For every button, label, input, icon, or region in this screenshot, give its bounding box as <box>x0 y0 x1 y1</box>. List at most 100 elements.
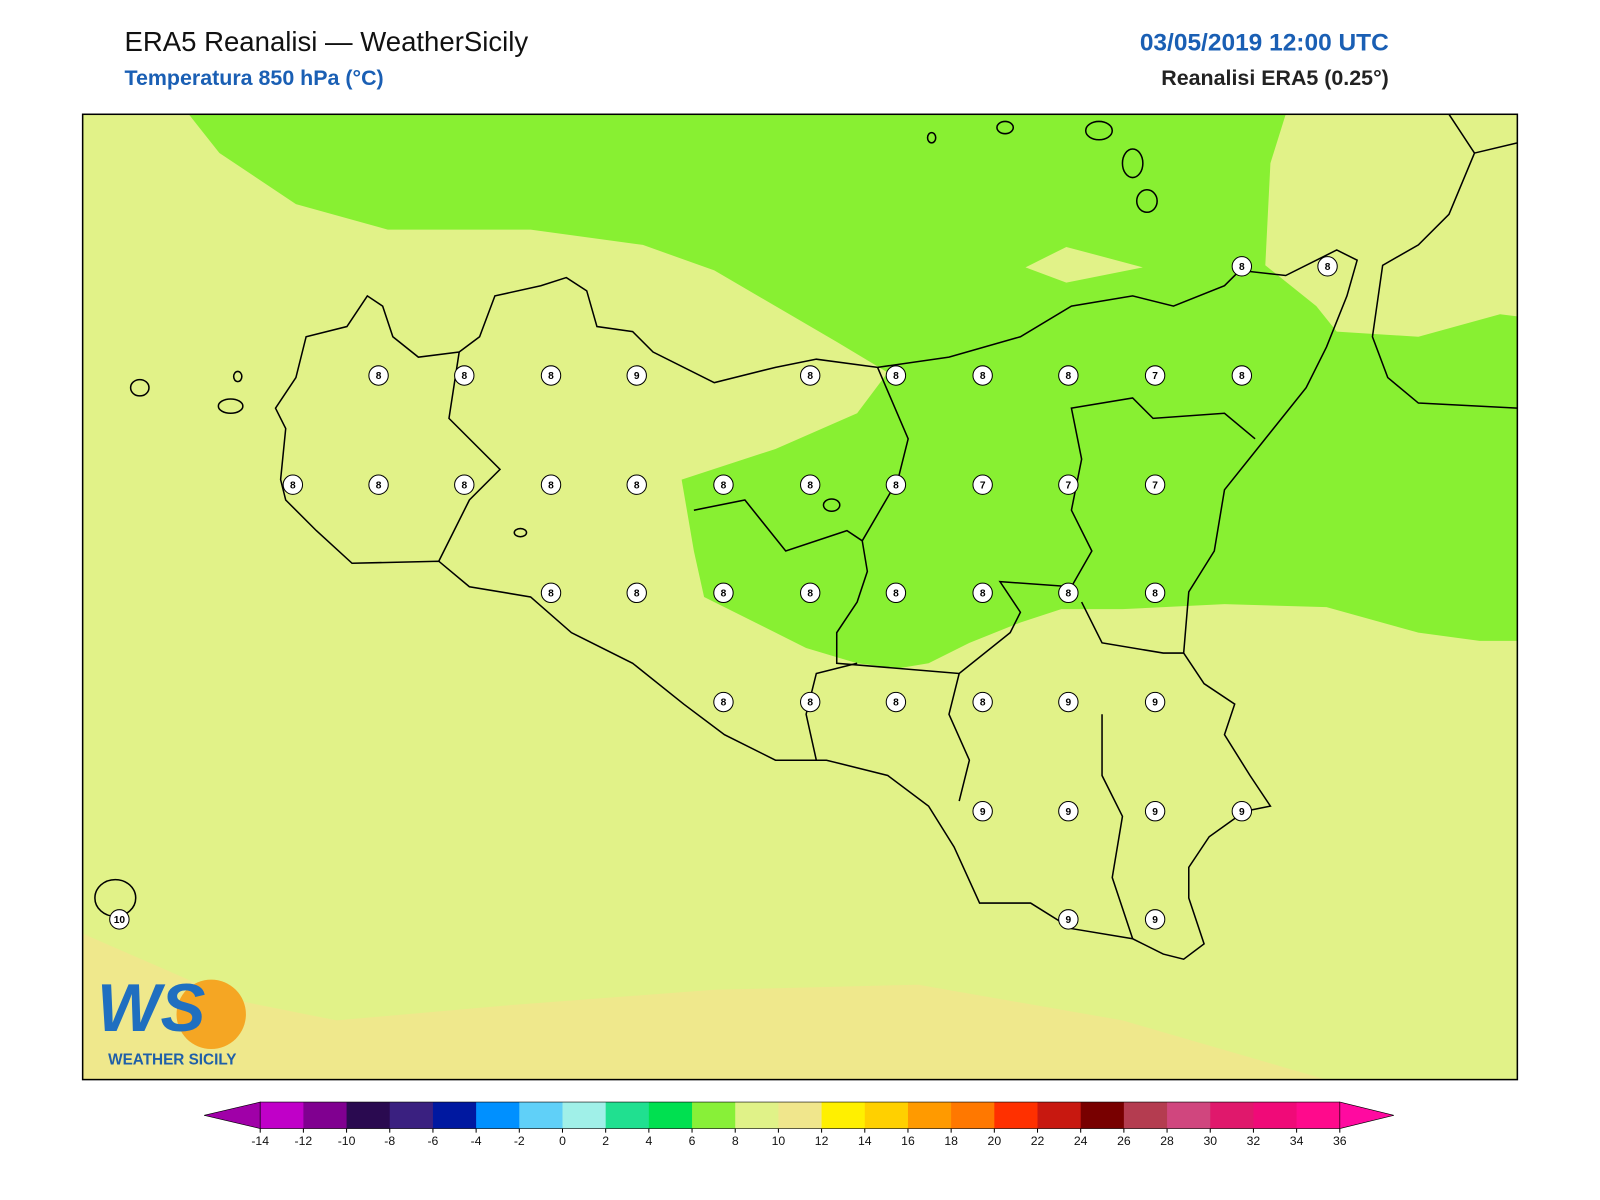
station-value: 8 <box>548 589 554 600</box>
colorbar-segment <box>1080 1102 1125 1129</box>
station-marker <box>1058 801 1079 822</box>
station-marker <box>454 365 475 386</box>
colorbar-tick-label: 4 <box>645 1134 652 1148</box>
station: 7 <box>972 474 993 495</box>
station-value: 9 <box>1152 698 1158 709</box>
station: 8 <box>885 582 907 604</box>
station: 8 <box>540 365 562 386</box>
station-marker <box>1144 365 1166 386</box>
colorbar-tick-label: -12 <box>295 1134 313 1148</box>
colorbar-tick-label: 2 <box>602 1134 609 1148</box>
station: 8 <box>282 474 304 495</box>
station-value: 8 <box>807 698 813 709</box>
colorbar-segment <box>1253 1102 1298 1129</box>
station: 8 <box>368 474 389 495</box>
station-value: 8 <box>807 589 813 600</box>
logo-name: WEATHER SICILY <box>108 1051 236 1068</box>
colorbar-tick-label: 16 <box>901 1134 915 1148</box>
station-marker <box>885 582 907 604</box>
colorbar-segment <box>432 1102 477 1129</box>
station: 8 <box>626 582 647 604</box>
station: 7 <box>1058 474 1079 495</box>
station-marker <box>540 474 562 495</box>
station: 8 <box>540 474 562 495</box>
station-marker <box>1144 691 1166 713</box>
station: 8 <box>972 582 993 604</box>
station-marker <box>1144 801 1166 822</box>
station: 8 <box>626 474 647 495</box>
colorbar-tick-label: 10 <box>772 1134 786 1148</box>
colorbar-tick-label: 18 <box>944 1134 958 1148</box>
station-marker <box>972 691 993 713</box>
station: 9 <box>1058 801 1079 822</box>
station: 8 <box>1058 582 1079 604</box>
station-value: 8 <box>893 371 899 382</box>
colorbar-segment <box>303 1102 348 1129</box>
station-marker <box>972 801 993 822</box>
station: 9 <box>1058 909 1079 930</box>
station-value: 8 <box>461 480 467 491</box>
colorbar-segment <box>951 1102 995 1129</box>
colorbar-segment <box>864 1102 909 1129</box>
colorbar-segment <box>346 1102 391 1129</box>
station-marker <box>972 582 993 604</box>
station-marker <box>1144 582 1166 604</box>
colorbar-segment <box>821 1102 866 1129</box>
station-marker <box>368 365 389 386</box>
station-marker <box>972 365 993 386</box>
station-value: 7 <box>1066 480 1072 491</box>
station-marker <box>800 582 821 604</box>
colorbar: -14 -12 -10 -8 -6 -4 -2 0 2 4 6 8 10 12 14 16 18 20 22 24 26… <box>204 1101 1394 1148</box>
station: 9 <box>1144 691 1166 713</box>
colorbar-tick-label: 20 <box>988 1134 1002 1148</box>
station-value: 8 <box>376 480 382 491</box>
station-marker <box>972 474 993 495</box>
station: 8 <box>1058 365 1079 386</box>
map: 8 8 8 8 8 9 8 8 8 8 7 8 8 8 8 8 8 8 8 8 7 7 7 8 8 8 8 8 8 8 8 8 8 8 8 9 9 9 9 9… <box>81 113 1519 1081</box>
station: 8 <box>1144 582 1166 604</box>
colorbar-segment <box>994 1102 1039 1129</box>
station-marker <box>1058 474 1079 495</box>
colorbar-tick-label: 28 <box>1160 1134 1174 1148</box>
station-marker <box>713 582 734 604</box>
station-value: 8 <box>376 371 382 382</box>
station-value: 7 <box>980 480 986 491</box>
station-marker <box>540 582 562 604</box>
station-marker <box>713 474 734 495</box>
colorbar-tick-label: 26 <box>1117 1134 1131 1148</box>
colorbar-segment <box>778 1102 823 1129</box>
station-value: 8 <box>980 371 986 382</box>
field-region <box>1025 246 1143 283</box>
station: 8 <box>972 365 993 386</box>
station-value: 8 <box>634 589 640 600</box>
station-marker <box>1058 365 1079 386</box>
station-value: 8 <box>1066 371 1072 382</box>
colorbar-tick-label: -2 <box>514 1134 525 1148</box>
station: 9 <box>1231 801 1253 822</box>
station-marker <box>626 365 647 386</box>
station-value: 8 <box>1325 262 1331 273</box>
station-value: 8 <box>807 480 813 491</box>
colorbar-segment <box>735 1102 779 1129</box>
station: 8 <box>800 582 821 604</box>
colorbar-tick-label: 36 <box>1333 1134 1347 1148</box>
station-marker <box>885 365 907 386</box>
station-marker <box>1231 801 1253 822</box>
colorbar-tick-label: 34 <box>1290 1134 1304 1148</box>
station-marker <box>1231 256 1253 277</box>
station-marker <box>800 474 821 495</box>
station-value: 8 <box>721 480 727 491</box>
station: 9 <box>626 365 647 386</box>
station: 9 <box>972 801 993 822</box>
colorbar-segment <box>1037 1102 1082 1129</box>
station-marker <box>368 474 389 495</box>
colorbar-segment <box>476 1102 520 1129</box>
station-value: 9 <box>1066 915 1072 926</box>
station-value: 9 <box>1239 807 1245 818</box>
colorbar-frame <box>259 1101 1341 1129</box>
station: 8 <box>800 365 821 386</box>
station-value: 7 <box>1152 480 1158 491</box>
map-frame <box>81 113 1519 1081</box>
colorbar-segment <box>907 1102 952 1129</box>
station-marker <box>1058 909 1079 930</box>
